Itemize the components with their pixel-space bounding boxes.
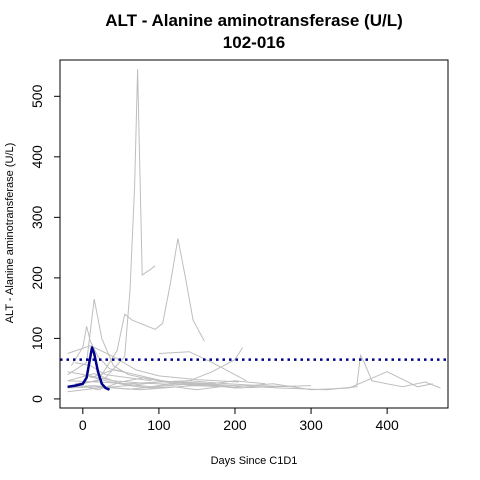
x-tick-label: 300: [299, 417, 323, 433]
x-tick-label: 200: [223, 417, 247, 433]
background-series-line-16: [71, 385, 224, 391]
background-series-line-10: [67, 372, 213, 388]
y-tick-label: 200: [29, 266, 45, 290]
background-series-line-15: [67, 371, 175, 385]
background-series-line-12: [82, 374, 220, 391]
chart-title: ALT - Alanine aminotransferase (U/L): [105, 11, 403, 30]
background-series-line-17: [158, 351, 247, 382]
y-tick-label: 300: [29, 205, 45, 229]
background-series-line-4: [67, 69, 156, 388]
highlight-series-line: [67, 346, 111, 391]
background-series-line-8: [234, 371, 433, 391]
y-tick-label: 500: [29, 84, 45, 108]
plot-frame: [59, 59, 449, 409]
x-tick-label: 0: [79, 417, 87, 433]
axes: 0 100 200 300 400 0 100 200 300 400 500: [29, 84, 399, 433]
y-tick-label: 400: [29, 145, 45, 169]
background-series-line-5: [75, 238, 205, 385]
x-tick-label: 400: [375, 417, 399, 433]
background-series-line-11: [75, 377, 266, 391]
plot-area: [60, 69, 448, 393]
background-series-line-1: [67, 345, 239, 383]
background-series-line-13: [67, 380, 296, 393]
background-series-line-14: [90, 369, 217, 387]
y-tick-label: 0: [29, 395, 45, 403]
x-axis-label: Days Since C1D1: [211, 455, 298, 467]
y-tick-label: 100: [29, 327, 45, 351]
background-series-line-7: [174, 353, 441, 391]
background-series-line-18: [75, 362, 152, 382]
y-axis-label: ALT - Alanine aminotransferase (U/L): [4, 143, 16, 324]
chart-subtitle: 102-016: [223, 33, 285, 52]
x-tick-label: 100: [147, 417, 171, 433]
background-series-line-3: [70, 326, 125, 373]
